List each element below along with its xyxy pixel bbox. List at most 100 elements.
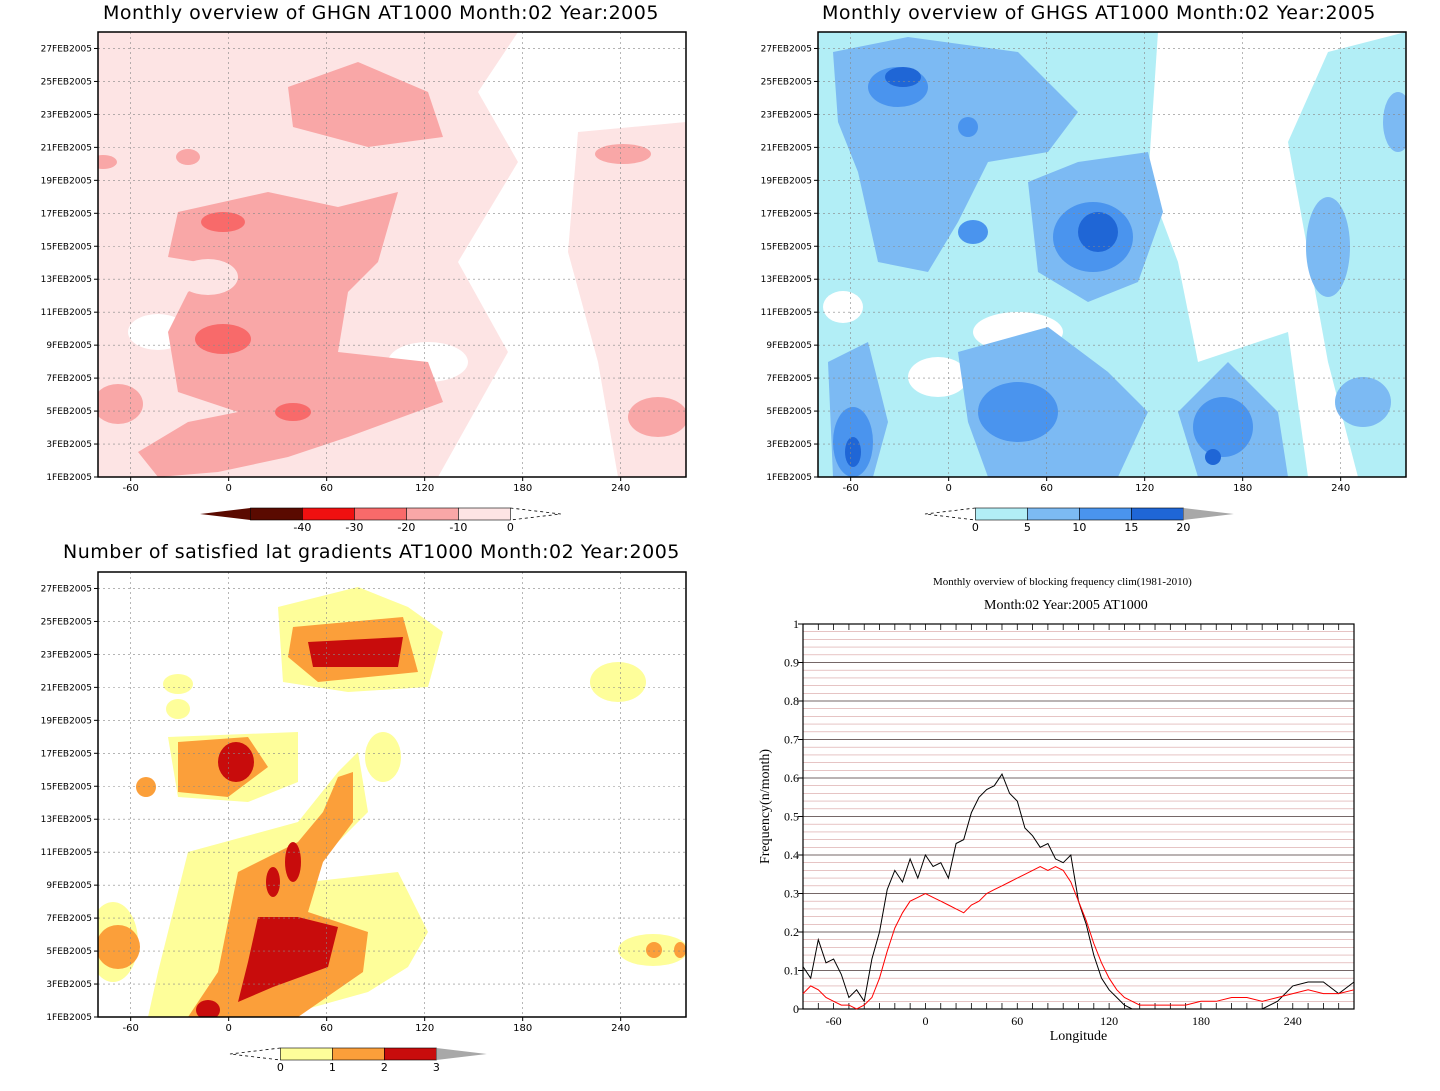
x-tick-label: 0 (225, 483, 231, 494)
x-tick-label: 120 (415, 483, 434, 494)
y-tick-label: 0.7 (784, 733, 799, 747)
level-10-region (628, 397, 686, 437)
series-line-red (802, 865, 1355, 1010)
y-tick-label: 3FEB2005 (46, 440, 92, 450)
x-tick-label: 0 (225, 1023, 231, 1034)
y-tick-label: 23FEB2005 (41, 110, 92, 120)
white-gap (823, 291, 863, 323)
x-tick-label: 60 (320, 1023, 333, 1034)
y-tick-label: 17FEB2005 (41, 209, 92, 219)
series-line-black (802, 773, 1355, 1010)
y-tick-label: 0.1 (784, 964, 799, 978)
y-tick-label: 0.6 (784, 771, 799, 785)
y-tick-label: 0.8 (784, 694, 799, 708)
y-tick-label: 1 (793, 617, 799, 631)
y-tick-label: 3FEB2005 (46, 980, 92, 990)
y-tick-label: 21FEB2005 (41, 683, 92, 693)
level-0-region (163, 674, 193, 694)
colorbar-label: -40 (293, 521, 311, 534)
y-tick-label: 7FEB2005 (46, 374, 92, 384)
level-10-region (98, 155, 117, 169)
colorbar-label: -30 (345, 521, 363, 534)
level-15-region (1205, 449, 1221, 465)
level-2-region (196, 1000, 220, 1017)
level-1-region (136, 777, 156, 797)
level-5-region (1306, 197, 1350, 297)
colorbar-arrow-right (436, 1048, 487, 1060)
lat-gradients-heatmap: 1FEB2005 3FEB2005 5FEB2005 7FEB2005 9FEB2005… (41, 571, 687, 1074)
x-tick-label: 240 (1284, 1014, 1302, 1028)
y-tick-label: 1FEB2005 (46, 1013, 92, 1023)
x-tick-label: 60 (320, 483, 333, 494)
level-10-region (978, 382, 1058, 442)
y-tick-label: 9FEB2005 (46, 881, 92, 891)
y-tick-label: 25FEB2005 (41, 617, 92, 627)
x-tick-label: 180 (513, 1023, 532, 1034)
colorbar-label: 5 (1024, 521, 1031, 534)
y-tick-label: 17FEB2005 (41, 749, 92, 759)
y-tick-label: 19FEB2005 (761, 176, 812, 186)
level-10-region (1193, 397, 1253, 457)
panel3-title: Number of satisfied lat gradients AT1000… (63, 541, 680, 563)
y-tick-label: 7FEB2005 (766, 374, 812, 384)
y-tick-label: 13FEB2005 (761, 275, 812, 285)
x-tick-label: 60 (1040, 483, 1053, 494)
level-1-region (98, 925, 140, 969)
y-tick-label: 19FEB2005 (41, 176, 92, 186)
colorbar-arrow-right (1183, 508, 1234, 520)
y-tick-label: 21FEB2005 (41, 143, 92, 153)
level-0-region (166, 699, 190, 719)
y-tick-label: 0.5 (784, 810, 799, 824)
colorbar: 0 1 2 3 (229, 1047, 487, 1074)
y-tick-label: 5FEB2005 (766, 407, 812, 417)
panel4-subtitle: Month:02 Year:2005 AT1000 (984, 598, 1148, 613)
level-5-region (1335, 377, 1391, 427)
level-0-hole (178, 259, 238, 295)
panel2-title: Monthly overview of GHGS AT1000 Month:02… (822, 2, 1376, 24)
y-tick-label: 25FEB2005 (761, 77, 812, 87)
x-axis-label: Longitude (1050, 1029, 1108, 1044)
x-tick-label: 120 (415, 1023, 434, 1034)
y-tick-label: 25FEB2005 (41, 77, 92, 87)
y-tick-label: 11FEB2005 (41, 848, 92, 858)
x-tick-label: -60 (826, 1014, 842, 1028)
level-2-region (238, 917, 338, 1002)
level-1-region (646, 942, 662, 958)
level-0-region (365, 732, 401, 782)
colorbar-label: 0 (277, 1061, 284, 1074)
y-tick-label: 9FEB2005 (766, 341, 812, 351)
x-tick-label: 120 (1135, 483, 1154, 494)
contour-fills (98, 32, 686, 477)
level-20-region (201, 212, 245, 232)
y-tick-label: 0.3 (784, 887, 799, 901)
y-axis-label: Frequency(n/month) (758, 749, 773, 864)
y-tick-label: 7FEB2005 (46, 914, 92, 924)
plot-frame (97, 571, 687, 1018)
y-tick-label: 0 (793, 1002, 799, 1016)
level-2-region (218, 742, 254, 782)
panel4-title: Monthly overview of blocking frequency c… (933, 576, 1192, 588)
contour-fills (98, 587, 686, 1017)
level-10-region (958, 220, 988, 244)
y-tick-label: 1FEB2005 (766, 473, 812, 483)
colorbar-arrow-right (510, 507, 561, 521)
plot-frame (817, 31, 1407, 478)
colorbar-arrow-left (924, 507, 976, 521)
colorbar-label: 15 (1124, 521, 1138, 534)
colorbar-arrow-left (200, 508, 251, 520)
level-0-region (568, 122, 686, 477)
y-tick-label: 9FEB2005 (46, 341, 92, 351)
colorbar-segment (458, 507, 511, 521)
level-2-region (266, 867, 280, 897)
x-tick-label: 0 (922, 1014, 928, 1028)
y-tick-label: 0.2 (784, 925, 799, 939)
y-tick-label: 17FEB2005 (761, 209, 812, 219)
y-tick-label: 27FEB2005 (761, 44, 812, 54)
level-10-region (958, 117, 978, 137)
y-tick-label: 23FEB2005 (41, 650, 92, 660)
x-tick-label: 180 (1233, 483, 1252, 494)
ghgs-heatmap: 1FEB2005 3FEB2005 5FEB2005 7FEB2005 9FEB2005… (761, 31, 1407, 534)
y-tick-label: 27FEB2005 (41, 584, 92, 594)
x-tick-label: 240 (1331, 483, 1350, 494)
